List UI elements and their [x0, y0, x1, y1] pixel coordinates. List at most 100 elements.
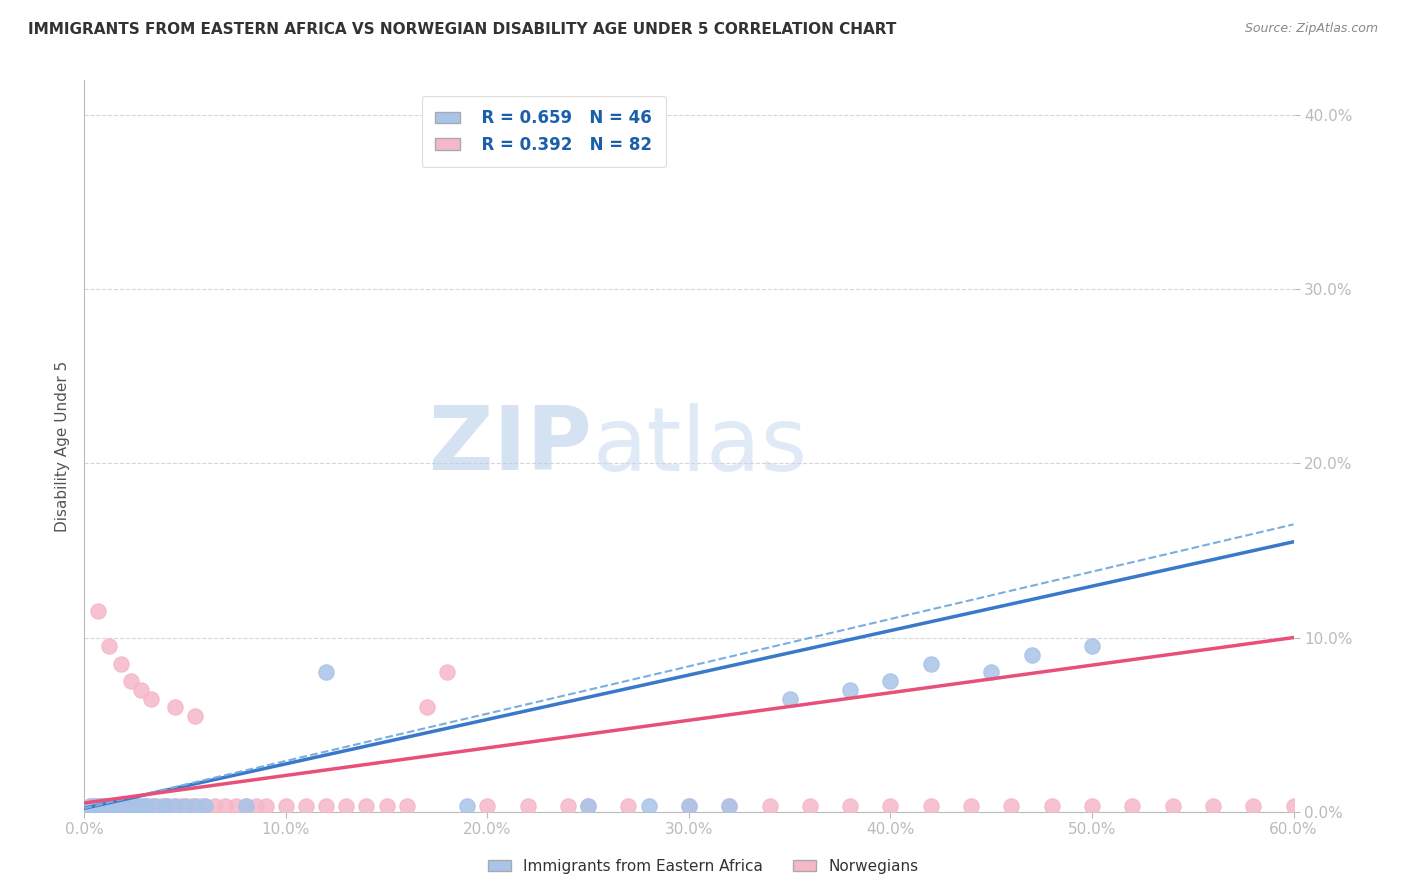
Point [83, 799, 105, 814]
Point [1241, 799, 1264, 814]
Point [920, 799, 942, 814]
Point [124, 799, 146, 814]
Point [128, 799, 150, 814]
Point [100, 799, 122, 814]
Point [456, 799, 478, 814]
Point [879, 674, 901, 689]
Point [477, 799, 499, 814]
Point [375, 799, 398, 814]
Point [120, 799, 142, 814]
Legend:   R = 0.659   N = 46,   R = 0.392   N = 82: R = 0.659 N = 46, R = 0.392 N = 82 [422, 96, 665, 167]
Point [110, 799, 132, 814]
Point [107, 799, 129, 814]
Text: ZIP: ZIP [429, 402, 592, 490]
Point [174, 799, 197, 814]
Point [194, 799, 217, 814]
Point [114, 799, 136, 814]
Y-axis label: Disability Age Under 5: Disability Age Under 5 [55, 360, 70, 532]
Point [1282, 799, 1305, 814]
Point [1000, 799, 1022, 814]
Point [104, 799, 127, 814]
Text: Source: ZipAtlas.com: Source: ZipAtlas.com [1244, 22, 1378, 36]
Point [153, 799, 176, 814]
Point [174, 799, 197, 814]
Point [637, 799, 659, 814]
Point [143, 799, 166, 814]
Point [125, 799, 148, 814]
Point [134, 799, 156, 814]
Point [114, 799, 136, 814]
Point [107, 799, 129, 814]
Point [165, 700, 187, 714]
Point [194, 799, 217, 814]
Point [87, 604, 110, 618]
Point [93, 799, 115, 814]
Point [93, 799, 115, 814]
Point [180, 799, 202, 814]
Point [100, 799, 122, 814]
Point [110, 799, 132, 814]
Point [143, 799, 166, 814]
Point [111, 799, 134, 814]
Point [254, 799, 277, 814]
Point [718, 799, 741, 814]
Point [980, 665, 1002, 680]
Point [86, 799, 108, 814]
Point [184, 799, 207, 814]
Point [124, 799, 146, 814]
Point [879, 799, 901, 814]
Point [274, 799, 297, 814]
Point [124, 799, 146, 814]
Point [97, 640, 120, 654]
Point [153, 799, 176, 814]
Point [678, 799, 700, 814]
Point [295, 799, 318, 814]
Point [235, 799, 257, 814]
Point [96, 799, 118, 814]
Point [416, 700, 439, 714]
Point [104, 799, 127, 814]
Point [118, 799, 141, 814]
Point [245, 799, 267, 814]
Point [129, 799, 152, 814]
Point [120, 674, 142, 689]
Point [134, 799, 156, 814]
Point [235, 799, 257, 814]
Point [79, 799, 101, 814]
Point [1121, 799, 1143, 814]
Point [718, 799, 741, 814]
Point [165, 799, 187, 814]
Point [134, 799, 156, 814]
Point [170, 799, 193, 814]
Point [576, 799, 599, 814]
Point [87, 799, 110, 814]
Point [1040, 799, 1063, 814]
Point [91, 799, 114, 814]
Point [139, 799, 162, 814]
Point [138, 799, 160, 814]
Point [204, 799, 226, 814]
Point [149, 799, 172, 814]
Point [920, 657, 942, 671]
Point [436, 665, 458, 680]
Point [190, 799, 212, 814]
Point [110, 657, 132, 671]
Point [93, 799, 115, 814]
Legend: Immigrants from Eastern Africa, Norwegians: Immigrants from Eastern Africa, Norwegia… [481, 853, 925, 880]
Point [335, 799, 357, 814]
Point [101, 799, 124, 814]
Point [1021, 648, 1043, 662]
Point [114, 799, 136, 814]
Point [184, 709, 207, 723]
Point [516, 799, 538, 814]
Point [758, 799, 780, 814]
Point [111, 799, 134, 814]
Text: IMMIGRANTS FROM EASTERN AFRICA VS NORWEGIAN DISABILITY AGE UNDER 5 CORRELATION C: IMMIGRANTS FROM EASTERN AFRICA VS NORWEG… [28, 22, 897, 37]
Point [139, 691, 162, 706]
Point [87, 799, 110, 814]
Point [157, 799, 180, 814]
Point [839, 799, 862, 814]
Point [97, 799, 120, 814]
Point [105, 799, 128, 814]
Point [960, 799, 983, 814]
